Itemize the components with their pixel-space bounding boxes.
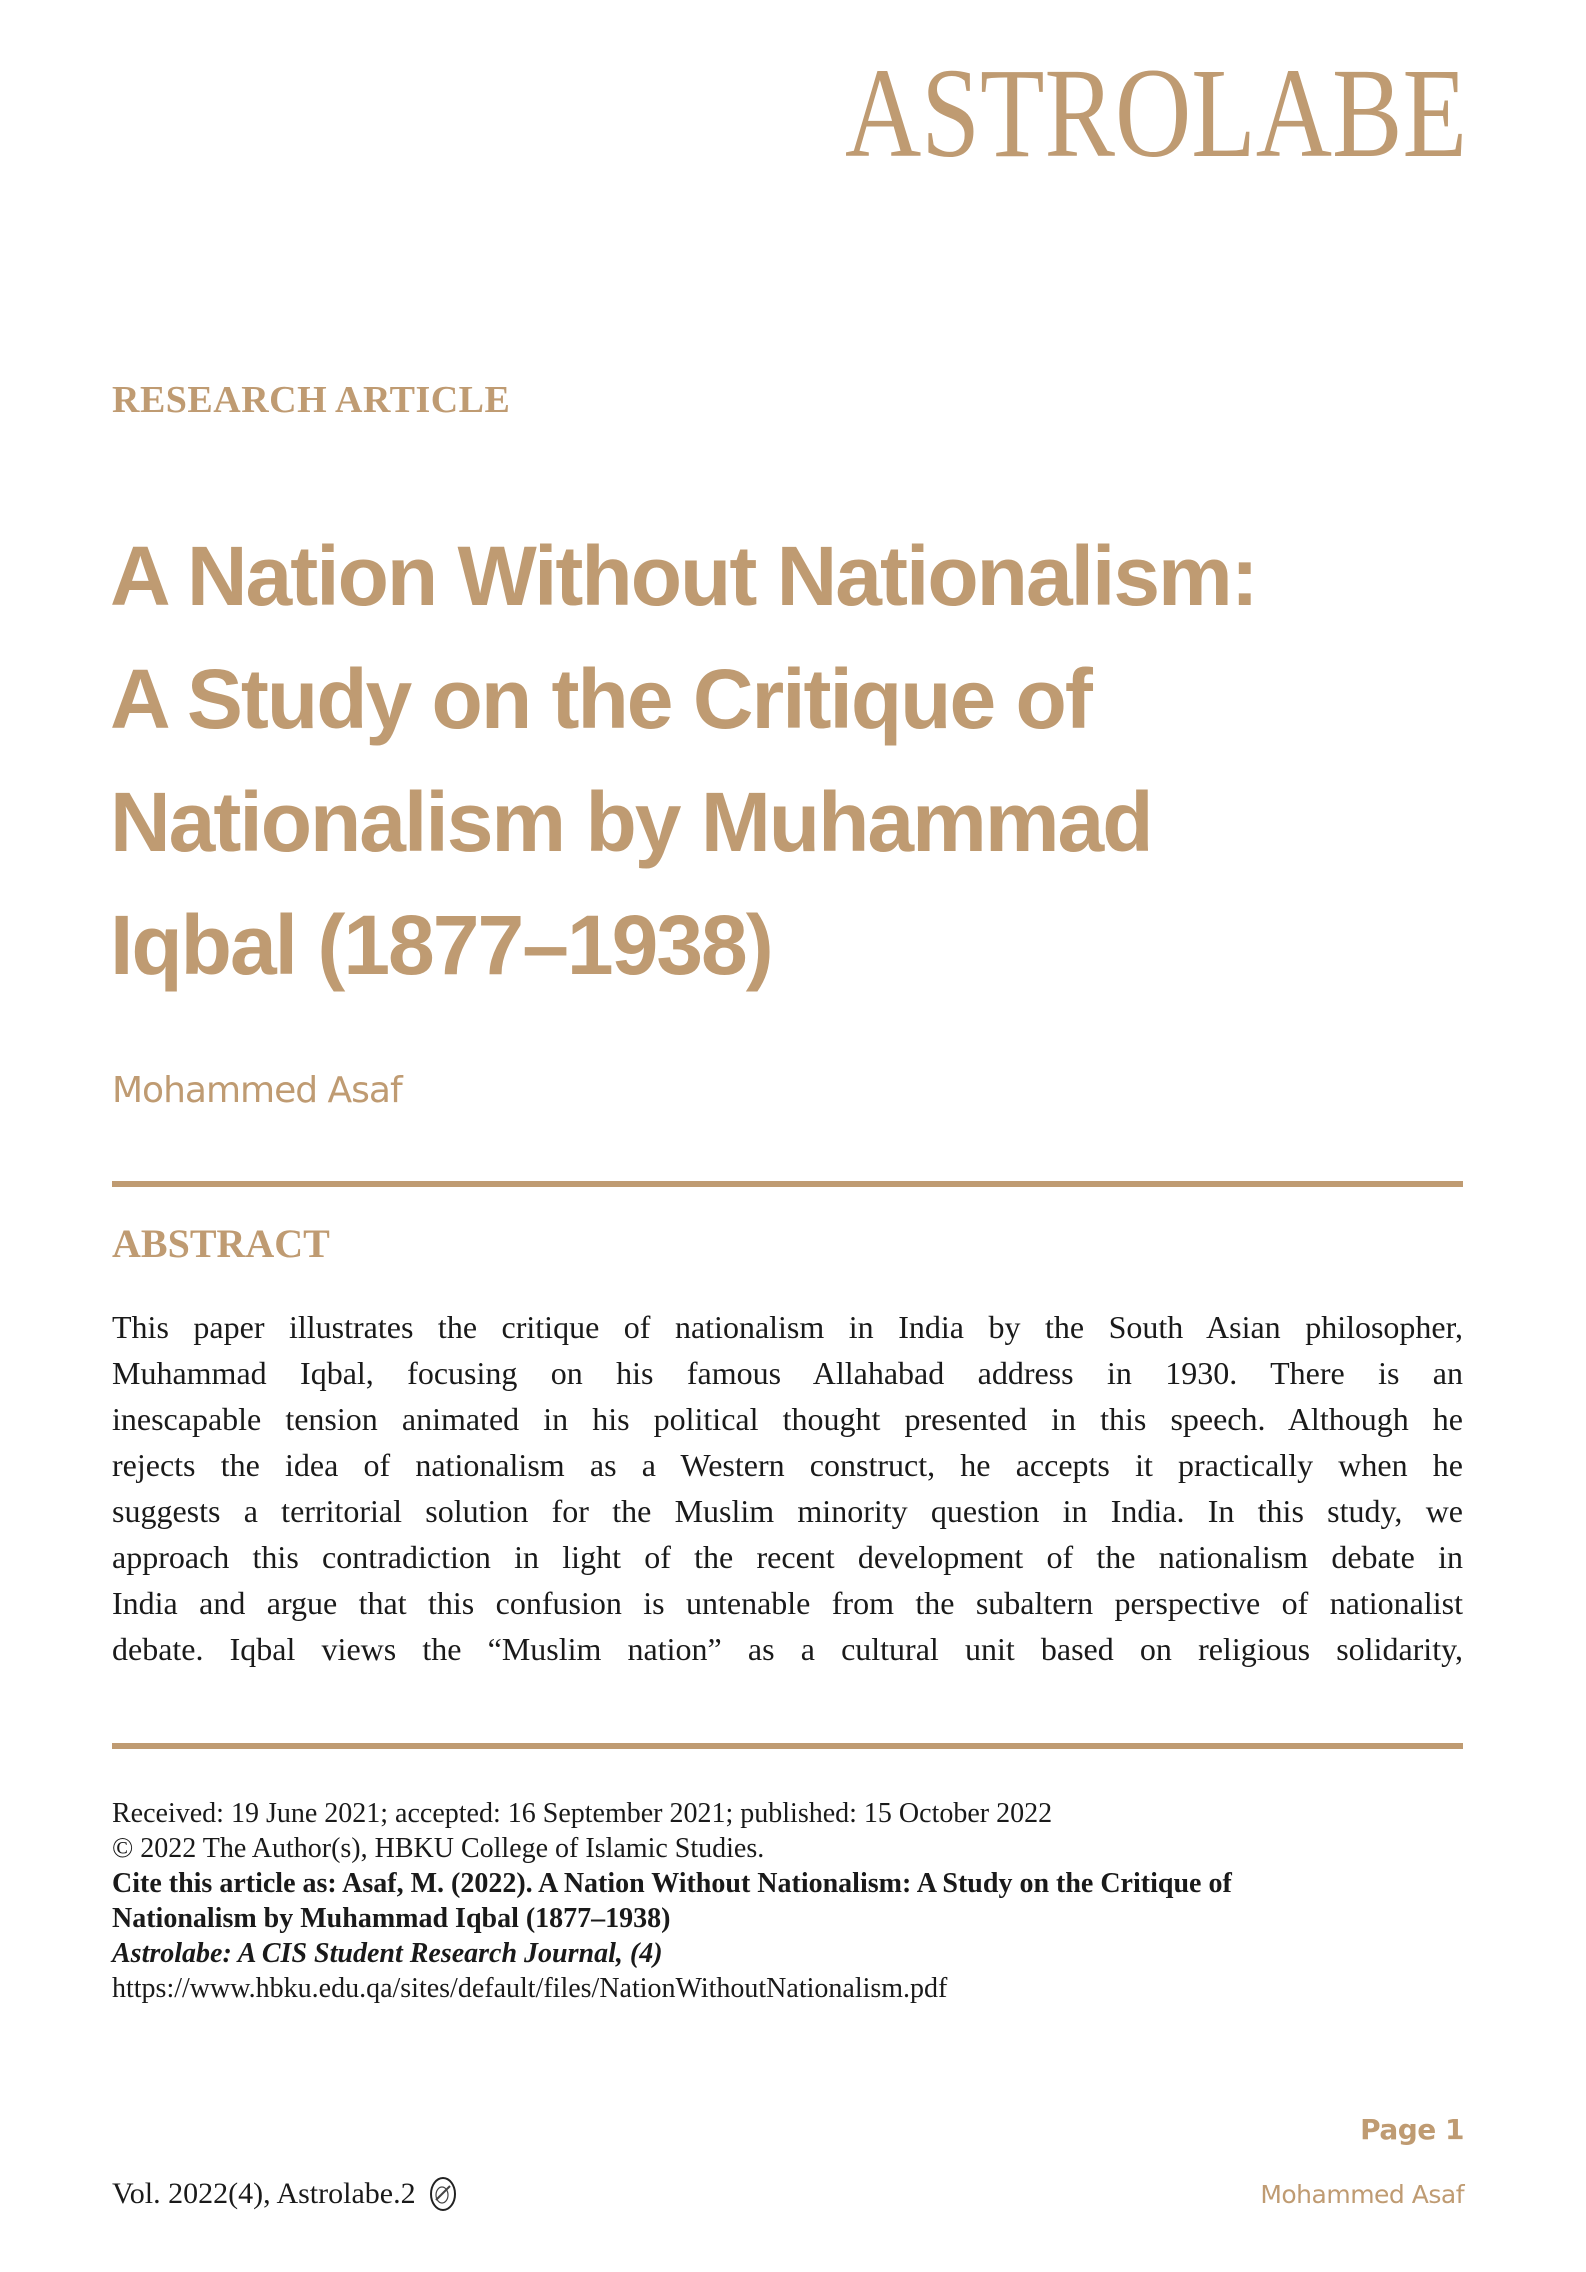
copyright: © 2022 The Author(s), HBKU College of Is… — [112, 1833, 765, 1864]
divider — [112, 1181, 1463, 1187]
divider — [112, 1743, 1463, 1749]
title-line: A Nation Without Nationalism: — [110, 529, 1259, 623]
title-line: Iqbal (1877–1938) — [110, 898, 774, 992]
abstract-line: India and argue that this confusion is u… — [112, 1585, 1463, 1621]
astrolabe-logo: ASTROLABE — [845, 52, 1467, 164]
article-url[interactable]: https://www.hbku.edu.qa/sites/default/fi… — [112, 1973, 948, 2004]
article-title: A Nation Without Nationalism: A Study on… — [110, 515, 1259, 1007]
abstract-line: approach this contradiction in light of … — [112, 1539, 1463, 1575]
citation-cont: Nationalism by Muhammad Iqbal (1877–1938… — [112, 1903, 671, 1934]
volume-info: Vol. 2022(4), Astrolabe.2 — [112, 2176, 458, 2212]
article-author: Mohammed Asaf — [112, 1070, 403, 1111]
abstract-line: Muhammad Iqbal, focusing on his famous A… — [112, 1355, 1463, 1391]
abstract-line: rejects the idea of nationalism as a Wes… — [112, 1447, 1463, 1483]
article-type-label: RESEARCH ARTICLE — [112, 379, 511, 421]
title-line: Nationalism by Muhammad — [110, 775, 1154, 869]
abstract-line: inescapable tension animated in his poli… — [112, 1401, 1463, 1437]
publication-dates: Received: 19 June 2021; accepted: 16 Sep… — [112, 1798, 1053, 1829]
journal-name: Astrolabe: A CIS Student Research Journa… — [112, 1938, 663, 1969]
abstract-line: debate. Iqbal views the “Muslim nation” … — [112, 1631, 1463, 1667]
volume-text: Vol. 2022(4), Astrolabe.2 — [112, 2177, 416, 2210]
abstract-line: This paper illustrates the critique of n… — [112, 1309, 1463, 1345]
logo-wordmark: ASTROLABE — [845, 52, 1467, 164]
abstract-body: This paper illustrates the critique of n… — [112, 1304, 1463, 1672]
astrolabe-emblem-icon — [429, 2177, 456, 2211]
abstract-line: suggests a territorial solution for the … — [112, 1493, 1463, 1529]
abstract-heading: ABSTRACT — [112, 1221, 330, 1266]
title-line: A Study on the Critique of — [110, 652, 1093, 746]
page-number: Page 1 — [1360, 2113, 1464, 2146]
citation: Cite this article as: Asaf, M. (2022). A… — [112, 1868, 1232, 1899]
footer-author: Mohammed Asaf — [1260, 2180, 1464, 2209]
article-metadata: Received: 19 June 2021; accepted: 16 Sep… — [112, 1796, 1232, 2006]
